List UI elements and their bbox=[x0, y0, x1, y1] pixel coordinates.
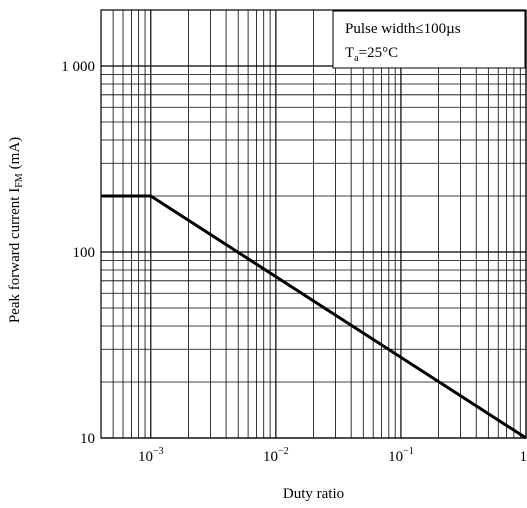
annotation-temperature-sub: a bbox=[354, 53, 359, 64]
annotation-pulse-width: Pulse width≤100µs bbox=[345, 21, 461, 37]
series-layer bbox=[101, 194, 527, 440]
series-line bbox=[101, 194, 527, 440]
x-tick-exponent: −1 bbox=[403, 446, 414, 457]
x-tick-exponent: −3 bbox=[153, 446, 164, 457]
x-tick-base: 10 bbox=[138, 449, 153, 465]
x-tick-base: 10 bbox=[388, 449, 403, 465]
y-tick-label: 100 bbox=[73, 245, 96, 261]
grid bbox=[100, 9, 527, 439]
y-axis-label-sub: FM bbox=[14, 173, 25, 188]
x-tick-labels: 10−3 10−2 10−1 1 bbox=[138, 446, 527, 465]
y-tick-label: 1 000 bbox=[61, 59, 95, 75]
x-tick-label: 10−2 bbox=[263, 446, 289, 465]
x-tick-exponent: −2 bbox=[278, 446, 289, 457]
y-tick-labels: 10 100 1 000 bbox=[61, 59, 95, 447]
y-axis-label-unit: (mA) bbox=[7, 137, 23, 170]
x-tick-label: 1 bbox=[520, 449, 527, 465]
annotation-temperature-rest: =25°C bbox=[359, 45, 398, 61]
annotation-box bbox=[332, 10, 526, 69]
plot-area-frame bbox=[100, 9, 527, 439]
x-axis-label: Duty ratio bbox=[283, 486, 344, 502]
x-tick-label: 10−1 bbox=[388, 446, 414, 465]
annotation-temperature-main: T bbox=[345, 45, 354, 61]
x-tick-base: 10 bbox=[263, 449, 278, 465]
y-axis-label: Peak forward current IFM (mA) bbox=[7, 137, 25, 323]
x-tick-label: 10−3 bbox=[138, 446, 164, 465]
y-axis-label-main: Peak forward current I bbox=[7, 188, 23, 323]
y-tick-label: 10 bbox=[80, 431, 95, 447]
annotation-temperature: Ta=25°C bbox=[345, 45, 398, 64]
